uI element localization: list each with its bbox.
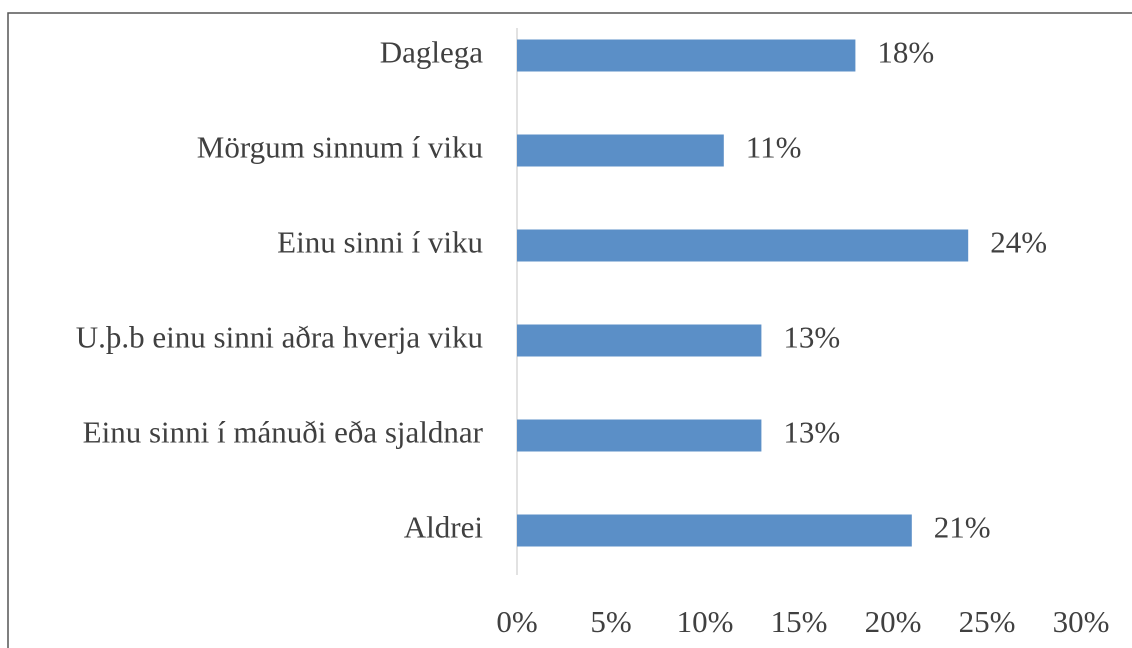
data-label: 18% — [877, 35, 934, 70]
bar — [517, 324, 762, 357]
x-tick-label: 0% — [496, 604, 537, 639]
data-label: 13% — [783, 415, 840, 450]
x-tick-label: 30% — [1053, 604, 1110, 639]
y-tick-label: Einu sinni í mánuði eða sjaldnar — [83, 415, 484, 450]
frame — [7, 12, 1132, 648]
y-tick-label: Daglega — [380, 35, 484, 70]
x-tick-label: 20% — [865, 604, 922, 639]
bar — [517, 134, 724, 167]
bar — [517, 419, 762, 452]
bar — [517, 514, 912, 547]
data-label: 21% — [934, 510, 991, 545]
x-tick-label: 15% — [771, 604, 828, 639]
y-tick-label: Mörgum sinnum í viku — [197, 130, 483, 165]
y-tick-label: Aldrei — [404, 510, 484, 545]
data-label: 24% — [990, 225, 1047, 260]
bar — [517, 39, 856, 72]
data-label: 13% — [783, 320, 840, 355]
y-tick-label: U.þ.b einu sinni aðra hverja viku — [76, 320, 483, 355]
x-tick-label: 25% — [959, 604, 1016, 639]
y-tick-label: Einu sinni í viku — [277, 225, 483, 260]
x-tick-label: 5% — [590, 604, 631, 639]
bar — [517, 229, 969, 262]
x-tick-label: 10% — [677, 604, 734, 639]
data-label: 11% — [746, 130, 802, 165]
